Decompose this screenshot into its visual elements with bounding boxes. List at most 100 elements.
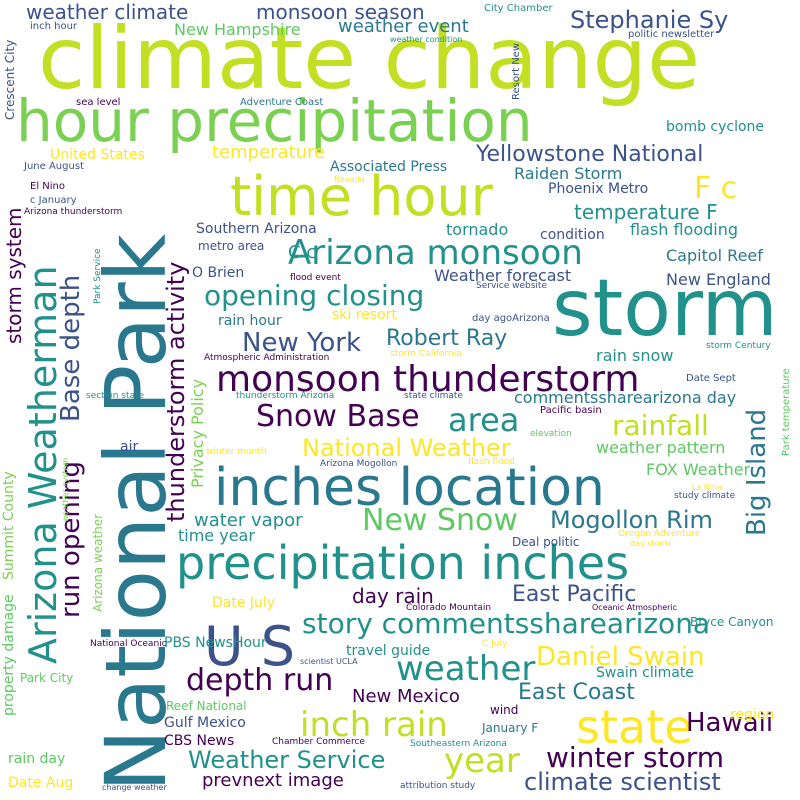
cloud-word: Gulf Mexico bbox=[164, 715, 246, 731]
cloud-word: year bbox=[444, 741, 520, 781]
cloud-word: Mogollon Rim bbox=[550, 506, 713, 534]
cloud-word: Date Sept bbox=[686, 373, 736, 384]
cloud-word: Park City bbox=[20, 671, 74, 685]
cloud-word: Yellowstone National bbox=[476, 142, 704, 167]
cloud-word: F c bbox=[694, 171, 738, 206]
cloud-word: tornado bbox=[446, 220, 509, 239]
cloud-word: inches location bbox=[214, 458, 605, 518]
cloud-word: Arizona monsoon bbox=[288, 233, 583, 273]
cloud-word: Base depth bbox=[56, 274, 86, 422]
cloud-word: Pacific basin bbox=[540, 405, 602, 416]
cloud-word: Southern Arizona bbox=[196, 221, 317, 237]
cloud-word: weather condition bbox=[390, 35, 463, 44]
cloud-word: Capitol Reef bbox=[666, 246, 763, 265]
cloud-word: National Weather bbox=[302, 434, 511, 462]
cloud-word: air bbox=[120, 439, 139, 455]
cloud-word: Park temperature bbox=[781, 368, 792, 456]
cloud-word: PBS NewsHour bbox=[164, 635, 267, 651]
cloud-word: Deal politic bbox=[512, 535, 580, 549]
cloud-word: sea level bbox=[76, 97, 121, 108]
cloud-word: Arizona Mogollon bbox=[320, 459, 398, 469]
cloud-word: New Mexico bbox=[352, 686, 460, 707]
cloud-word: storm California bbox=[390, 349, 462, 359]
cloud-word: Chamber Commerce bbox=[272, 737, 365, 747]
cloud-word: C c bbox=[288, 242, 317, 263]
cloud-word: Nevada bbox=[334, 175, 365, 184]
cloud-word: flash flood bbox=[468, 457, 515, 467]
cloud-word: region bbox=[730, 707, 775, 723]
cloud-word: City Chamber bbox=[484, 3, 553, 14]
cloud-word: depth run bbox=[186, 663, 334, 698]
cloud-word: June August bbox=[24, 161, 84, 172]
cloud-word: New Snow bbox=[362, 503, 518, 538]
cloud-word: winter month bbox=[206, 447, 267, 457]
cloud-word: section state bbox=[86, 391, 145, 401]
cloud-word: time year bbox=[178, 526, 255, 545]
cloud-word: Phoenix Metro bbox=[548, 181, 649, 197]
cloud-word: scientist UCLA bbox=[300, 657, 358, 666]
cloud-word: state bbox=[576, 700, 693, 754]
cloud-word: Date July bbox=[212, 595, 276, 611]
cloud-word: thunderstorm Arizona bbox=[236, 391, 335, 401]
cloud-word: weather climate bbox=[26, 0, 189, 24]
cloud-word: monsoon thunderstorm bbox=[216, 359, 640, 400]
cloud-word: time hour bbox=[230, 165, 493, 228]
cloud-word: wind bbox=[490, 703, 519, 717]
cloud-word: Adventure Coast bbox=[240, 97, 324, 108]
cloud-word: Robert Ray bbox=[386, 326, 508, 351]
cloud-word: Arizona weather bbox=[91, 513, 105, 612]
cloud-word: thunderstorm activity bbox=[162, 261, 190, 522]
cloud-word: Summit County bbox=[1, 471, 17, 580]
cloud-word: Arizona thunderstorm bbox=[24, 207, 123, 217]
cloud-word: weather system bbox=[61, 457, 70, 522]
cloud-word: Southeastern Arizona bbox=[410, 739, 507, 749]
cloud-word: story commentssharearizona bbox=[302, 607, 711, 640]
cloud-word: day agoArizona bbox=[472, 313, 550, 324]
cloud-word: O Brien bbox=[192, 265, 245, 281]
cloud-word: temperature F bbox=[574, 200, 718, 224]
cloud-word: metro area bbox=[198, 239, 265, 253]
cloud-word: Raiden Storm bbox=[514, 164, 623, 183]
cloud-word: monsoon season bbox=[256, 0, 425, 24]
cloud-word: opening closing bbox=[204, 279, 425, 312]
cloud-word: Associated Press bbox=[330, 159, 448, 175]
cloud-word: Date Aug bbox=[8, 775, 74, 791]
cloud-word: Daniel Swain bbox=[536, 642, 705, 672]
cloud-word: Oregon Adventure bbox=[618, 529, 701, 539]
cloud-word: Atmospheric Administration bbox=[204, 353, 330, 363]
cloud-word: weather event bbox=[338, 16, 469, 37]
cloud-word: weather bbox=[396, 649, 536, 689]
cloud-word: Bryce Canyon bbox=[690, 615, 774, 629]
cloud-word: Hawaii bbox=[686, 708, 774, 738]
cloud-word: winter storm bbox=[546, 741, 725, 774]
cloud-word: Weather Service bbox=[188, 746, 386, 774]
cloud-word: climate scientist bbox=[524, 768, 721, 796]
cloud-word: C July bbox=[482, 639, 508, 649]
cloud-word: precipitation inches bbox=[176, 536, 630, 590]
cloud-word: storm bbox=[552, 264, 778, 354]
cloud-word: rain hour bbox=[218, 313, 282, 329]
cloud-word: ski resort bbox=[332, 307, 397, 323]
cloud-word: New Hampshire bbox=[174, 20, 301, 39]
cloud-word: politic newsletter bbox=[628, 29, 715, 40]
cloud-word: Resort New bbox=[511, 42, 522, 100]
cloud-word: CBS News bbox=[164, 733, 235, 749]
cloud-word: Crescent City bbox=[3, 39, 17, 120]
cloud-word: United States bbox=[50, 147, 145, 163]
cloud-word: prevnext image bbox=[202, 770, 344, 791]
cloud-word: Service website bbox=[476, 281, 547, 291]
cloud-word: attribution study bbox=[400, 781, 476, 791]
cloud-word: weather pattern bbox=[596, 438, 726, 457]
cloud-word: study climate bbox=[674, 491, 736, 501]
cloud-word: state climate bbox=[404, 391, 463, 401]
cloud-word: commentssharearizona day bbox=[514, 388, 737, 407]
cloud-word: inch rain bbox=[300, 705, 448, 745]
cloud-word: bomb cyclone bbox=[666, 119, 765, 135]
cloud-word: La Nina bbox=[692, 483, 723, 492]
cloud-word: travel guide bbox=[346, 643, 431, 659]
cloud-word: Reef National bbox=[166, 699, 247, 713]
cloud-word: storm Century bbox=[706, 341, 771, 351]
cloud-word: climate change bbox=[38, 9, 701, 109]
cloud-word: Weather forecast bbox=[434, 266, 572, 285]
cloud-word: day storm bbox=[630, 539, 671, 548]
